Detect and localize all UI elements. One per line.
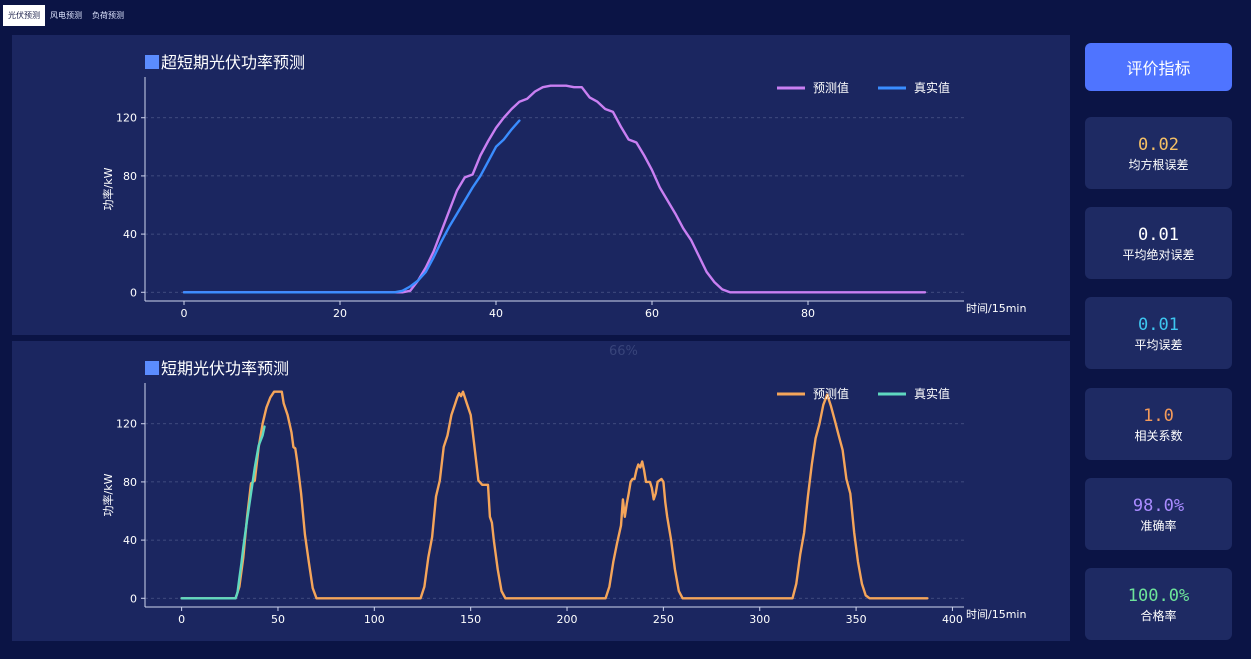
x-tick-label: 40 bbox=[489, 307, 503, 320]
y-axis-label: 功率/kW bbox=[101, 167, 115, 210]
legend-label: 真实值 bbox=[914, 386, 950, 401]
y-tick-label: 0 bbox=[130, 592, 137, 605]
metric-label: 平均误差 bbox=[1134, 338, 1183, 352]
metric-card-mae: 0.01 平均绝对误差 bbox=[1085, 207, 1232, 279]
tab-load-prediction[interactable]: 负荷预测 bbox=[92, 11, 124, 20]
x-tick-label: 250 bbox=[653, 613, 674, 626]
series-line-predicted bbox=[180, 390, 929, 600]
prediction-tabs: 光伏预测 风电预测 负荷预测 bbox=[3, 5, 129, 26]
x-tick-label: 400 bbox=[942, 613, 963, 626]
y-axis-label: 功率/kW bbox=[101, 473, 115, 516]
legend-label: 预测值 bbox=[813, 80, 849, 95]
loading-percent: 66% bbox=[609, 344, 638, 359]
tab-pv-prediction[interactable]: 光伏预测 bbox=[3, 5, 45, 26]
x-tick-label: 60 bbox=[645, 307, 659, 320]
metric-card-mean-error: 0.01 平均误差 bbox=[1085, 297, 1232, 369]
x-tick-label: 200 bbox=[557, 613, 578, 626]
x-tick-label: 350 bbox=[846, 613, 867, 626]
x-tick-label: 50 bbox=[271, 613, 285, 626]
y-tick-label: 80 bbox=[123, 170, 137, 183]
legend-label: 真实值 bbox=[914, 80, 950, 95]
metric-value: 98.0% bbox=[1132, 496, 1185, 516]
x-tick-label: 150 bbox=[460, 613, 481, 626]
y-tick-label: 40 bbox=[123, 534, 137, 547]
legend-label: 预测值 bbox=[813, 386, 849, 401]
metric-label: 合格率 bbox=[1140, 609, 1177, 623]
metric-label: 平均绝对误差 bbox=[1122, 248, 1195, 262]
ultra-short-term-chart-panel: 超短期光伏功率预测 0 40 80 120 0 20 40 60 80 时间/15min 功率/kW 预… bbox=[12, 35, 1070, 335]
metric-value: 0.01 bbox=[1138, 225, 1179, 245]
x-axis-label: 时间/15min bbox=[966, 608, 1026, 621]
title-marker bbox=[145, 55, 159, 69]
series-line-predicted bbox=[182, 84, 927, 294]
metric-label: 相关系数 bbox=[1134, 429, 1183, 443]
x-tick-label: 20 bbox=[333, 307, 347, 320]
metric-card-correlation: 1.0 相关系数 bbox=[1085, 388, 1232, 460]
metric-label: 准确率 bbox=[1140, 519, 1177, 533]
x-tick-label: 100 bbox=[364, 613, 385, 626]
y-tick-label: 120 bbox=[116, 112, 137, 125]
chart-title: 超短期光伏功率预测 bbox=[161, 53, 305, 72]
metric-value: 0.01 bbox=[1138, 315, 1179, 335]
x-tick-label: 0 bbox=[178, 613, 185, 626]
series-line-actual bbox=[180, 425, 266, 600]
evaluation-metrics-button[interactable]: 评价指标 bbox=[1085, 43, 1232, 91]
short-term-chart: 短期光伏功率预测 0 40 80 120 0 50 100 150 200 250 300 350 400… bbox=[101, 359, 1026, 626]
x-tick-label: 0 bbox=[181, 307, 188, 320]
x-axis-label: 时间/15min bbox=[966, 302, 1026, 315]
y-tick-label: 0 bbox=[130, 286, 137, 299]
metric-value: 0.02 bbox=[1138, 135, 1179, 155]
metric-value: 100.0% bbox=[1127, 586, 1190, 606]
short-term-chart-panel: 短期光伏功率预测 0 40 80 120 0 50 100 150 200 250 300 350 400… bbox=[12, 341, 1070, 641]
tab-wind-prediction[interactable]: 风电预测 bbox=[50, 11, 82, 20]
title-marker bbox=[145, 361, 159, 375]
series-line-actual bbox=[182, 119, 521, 294]
metric-value: 1.0 bbox=[1143, 406, 1174, 426]
metric-card-rmse: 0.02 均方根误差 bbox=[1085, 117, 1232, 189]
y-tick-label: 40 bbox=[123, 228, 137, 241]
x-tick-label: 300 bbox=[749, 613, 770, 626]
y-tick-label: 80 bbox=[123, 476, 137, 489]
metric-card-pass-rate: 100.0% 合格率 bbox=[1085, 568, 1232, 640]
chart-title: 短期光伏功率预测 bbox=[161, 359, 289, 378]
metric-card-accuracy: 98.0% 准确率 bbox=[1085, 478, 1232, 550]
ultra-short-term-chart: 超短期光伏功率预测 0 40 80 120 0 20 40 60 80 时间/15min 功率/kW 预… bbox=[101, 53, 1026, 320]
y-tick-label: 120 bbox=[116, 418, 137, 431]
x-tick-label: 80 bbox=[801, 307, 815, 320]
metric-label: 均方根误差 bbox=[1128, 158, 1189, 172]
